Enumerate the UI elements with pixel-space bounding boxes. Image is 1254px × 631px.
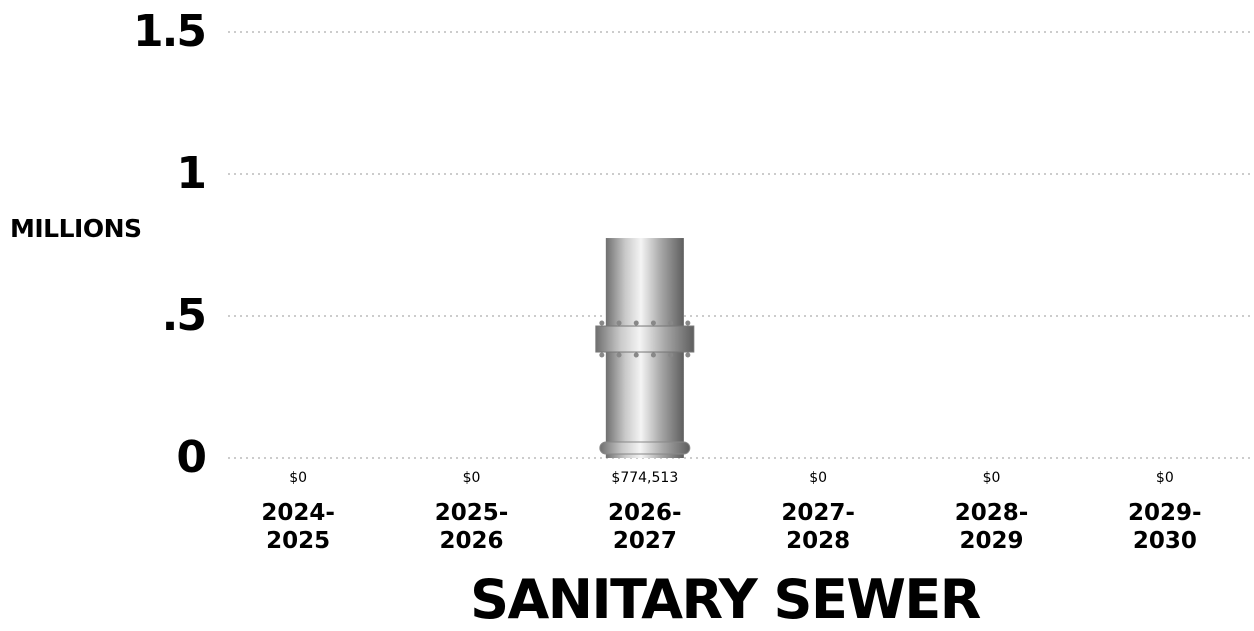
pipe-flange	[595, 325, 695, 353]
pipe-bolt	[650, 352, 656, 358]
chart-title: SANITARY SEWER	[470, 568, 981, 631]
x-tick-label: 2027-2028	[781, 500, 855, 554]
pipe-bolt	[616, 352, 622, 358]
pipe-bolt	[650, 320, 656, 326]
pipe-bolt	[668, 320, 674, 326]
pipe-bolt	[599, 352, 605, 358]
value-label: $0	[463, 470, 481, 486]
pipe-bolt	[668, 352, 674, 358]
value-label: $0	[289, 470, 307, 486]
pipe-bolt	[616, 320, 622, 326]
value-label: $774,513	[611, 470, 678, 486]
x-tick-label: 2028-2029	[954, 500, 1029, 554]
x-tick-label: 2025-2026	[434, 500, 509, 554]
value-label: $0	[1156, 470, 1174, 486]
pipe-bolt	[633, 352, 639, 358]
pipe-rim	[599, 441, 691, 455]
y-tick-label: 1	[176, 148, 205, 199]
y-tick-label: 1.5	[133, 6, 205, 57]
value-label: $0	[809, 470, 827, 486]
pipe-bolt	[685, 320, 691, 326]
value-label: $0	[983, 470, 1001, 486]
pipe-bolt	[633, 320, 639, 326]
pipe-bolt	[599, 320, 605, 326]
pipe-bolt	[685, 352, 691, 358]
y-tick-label: .5	[162, 290, 205, 341]
y-axis-label: MILLIONS	[10, 214, 142, 243]
x-tick-label: 2026-2027	[608, 500, 682, 554]
x-tick-label: 2029-2030	[1128, 500, 1202, 554]
y-tick-label: 0	[176, 432, 205, 483]
x-tick-label: 2024-2025	[261, 500, 335, 554]
